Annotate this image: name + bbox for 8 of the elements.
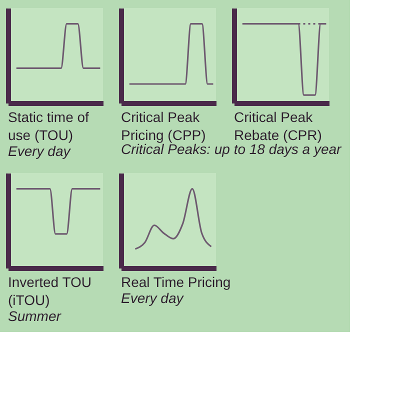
text: Every day [121,290,184,306]
text: Summer [8,308,62,324]
text: Every day [8,143,72,159]
text: Critical Peak Rebate (CPR) [234,109,322,143]
text: Static time of use (TOU) [8,109,90,143]
text: Critical Peak Pricing (CPP) [121,109,206,143]
text: Inverted TOU (iTOU) [8,274,92,308]
text: Real Time Pricing [121,274,231,290]
